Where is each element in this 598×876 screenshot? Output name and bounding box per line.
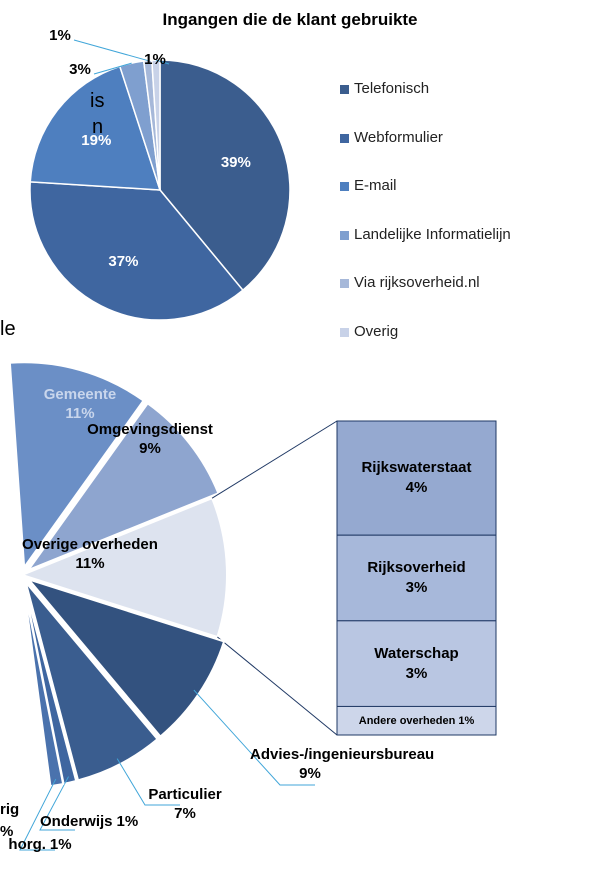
slice-label: Advies-/ingenieursbureau 9% xyxy=(230,745,435,783)
legend-label: Via rijksoverheid.nl xyxy=(354,274,480,291)
slice-value: 1% xyxy=(49,836,72,853)
bar-category: Waterschap xyxy=(374,644,459,662)
slice-label: Omgevingsdienst 9% xyxy=(80,420,220,458)
slice-category: Particulier xyxy=(148,786,222,803)
connector-line xyxy=(211,420,338,499)
leader-line xyxy=(73,39,148,62)
slice-label: horg. 1% xyxy=(5,835,75,854)
bar-category: Rijksoverheid xyxy=(367,559,466,576)
legend-swatch xyxy=(340,85,349,94)
pie-slice xyxy=(25,577,226,738)
chart-title: Ingangen die de klant gebruikte xyxy=(162,10,418,29)
bar-label: Andere overheden 1% xyxy=(337,714,496,728)
bar-value: 1% xyxy=(458,714,475,727)
bar-segment xyxy=(336,620,497,707)
pie-slice xyxy=(159,59,291,292)
bar-segment xyxy=(336,705,497,736)
slice-value: 9% xyxy=(139,440,161,457)
pie-slice xyxy=(8,361,145,571)
slice-category: Omgevingsdienst xyxy=(87,421,213,438)
bar-category: Andere overheden xyxy=(358,714,456,727)
slice-value: 11% xyxy=(75,555,105,572)
slice-label: Particulier 7% xyxy=(135,785,235,823)
legend-swatch xyxy=(340,133,349,143)
bar-value: 4% xyxy=(405,479,428,497)
leader-line xyxy=(116,758,180,806)
slice-label: 39% xyxy=(220,153,251,171)
leader-line xyxy=(155,59,170,65)
slice-value: 1% xyxy=(116,813,139,830)
bar-category: Rijkswaterstaat xyxy=(361,459,472,477)
slice-label: Onderwijs 1% xyxy=(40,812,138,831)
slice-label: 1% xyxy=(49,27,71,44)
slice-label: Overige overheden 11% xyxy=(15,535,165,573)
legend-label: Webformulier xyxy=(354,128,443,146)
legend-label: Landelijke Informatielijn xyxy=(354,225,511,243)
legend-swatch xyxy=(340,230,349,240)
leader-line xyxy=(19,778,57,851)
legend-swatch xyxy=(340,279,349,288)
leader-line xyxy=(39,776,75,831)
slice-value: 9% xyxy=(299,765,321,782)
pie-slice xyxy=(29,181,244,321)
bar-label: Rijkswaterstaat 4% xyxy=(337,458,496,498)
connector-line xyxy=(217,636,338,736)
slice-label: 3% xyxy=(69,61,91,78)
slice-category: Advies-/ingenieursbureau xyxy=(250,746,435,763)
bar-segment xyxy=(336,534,497,622)
slice-category: Gemeente xyxy=(43,386,117,403)
text-fragment: % xyxy=(0,823,14,840)
slice-category: horg. xyxy=(8,836,46,853)
pie-slice xyxy=(22,582,65,788)
text-fragment: le xyxy=(0,318,16,340)
bar-value: 3% xyxy=(405,579,428,596)
pie-slice xyxy=(151,59,161,191)
legend-swatch xyxy=(340,182,349,191)
legend-label: Telefonisch xyxy=(354,80,430,97)
legend-label: Overig xyxy=(354,322,399,340)
slice-category: Onderwijs xyxy=(40,813,113,830)
bar-segment xyxy=(336,420,497,536)
slice-value: 7% xyxy=(174,805,196,822)
pie-slice xyxy=(19,496,228,639)
bar-label: Rijksoverheid 3% xyxy=(337,558,496,598)
slice-label: 1% xyxy=(144,51,166,68)
pie-slice xyxy=(25,401,220,573)
slice-category: Overige overheden xyxy=(22,536,158,553)
slice-label: 19% xyxy=(81,131,112,149)
bar-value: 3% xyxy=(405,664,428,682)
text-fragment: n xyxy=(92,116,104,138)
text-fragment: rig xyxy=(0,801,20,818)
text-fragment: is xyxy=(90,90,105,112)
slice-label: Gemeente 11% xyxy=(25,385,135,423)
leader-line xyxy=(193,689,315,786)
leader-line xyxy=(93,62,132,75)
legend-label: E-mail xyxy=(354,177,397,194)
pie-slice xyxy=(29,65,162,191)
slice-label: 37% xyxy=(108,252,139,270)
legend-swatch xyxy=(340,327,349,337)
bar-label: Waterschap 3% xyxy=(337,644,496,684)
slice-value: 11% xyxy=(65,405,95,422)
